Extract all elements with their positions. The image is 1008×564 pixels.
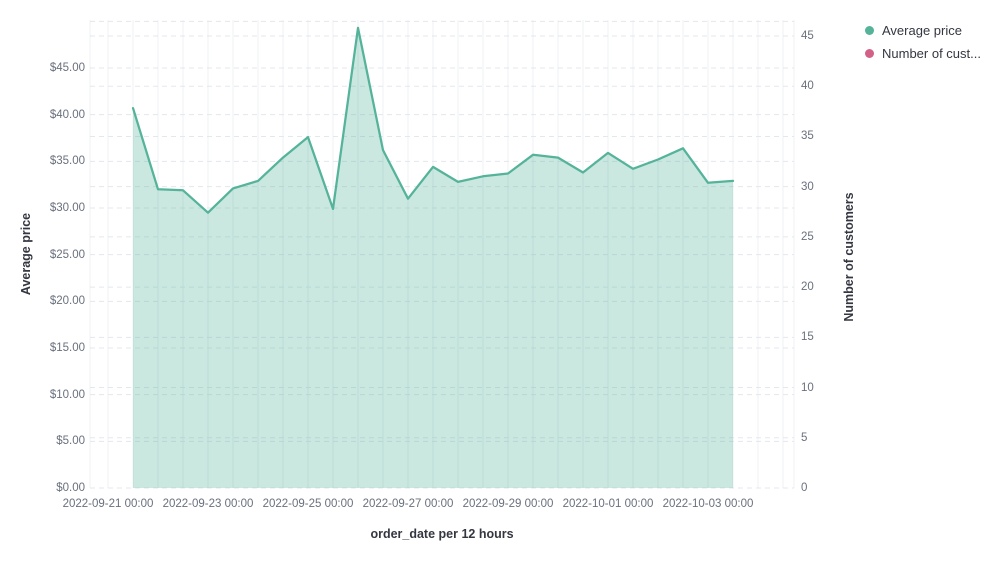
left-axis-tick-label: $15.00 (49, 342, 85, 354)
right-axis-tick-label: 5 (801, 431, 808, 444)
x-axis-tick-label: 2022-09-29 00:00 (462, 498, 554, 510)
right-axis-tick-label: 25 (801, 230, 814, 243)
right-axis-title: Number of customers (842, 192, 856, 322)
left-axis-tick-label: $30.00 (49, 202, 85, 214)
right-axis-tick-label: 20 (801, 281, 814, 294)
left-axis-tick-label: $45.00 (49, 62, 85, 74)
right-axis-tick-label: 15 (801, 331, 814, 344)
legend-label-number-of-customers: Number of cust... (882, 45, 981, 61)
legend-dot-number-of-customers (865, 48, 874, 58)
x-axis-tick-label: 2022-09-21 00:00 (62, 498, 154, 510)
left-axis-tick-label: $0.00 (56, 482, 85, 494)
right-axis-tick-label: 30 (801, 180, 814, 193)
left-axis-tick-label: $10.00 (49, 388, 85, 401)
x-axis-tick-label: 2022-10-03 00:00 (662, 498, 754, 510)
left-axis-tick-label: $40.00 (49, 108, 85, 121)
legend-label-average-price: Average price (882, 22, 962, 38)
x-axis-tick-label: 2022-09-23 00:00 (162, 498, 254, 510)
x-axis-title: order_date per 12 hours (370, 527, 514, 541)
x-axis-tick-label: 2022-09-25 00:00 (262, 498, 354, 510)
right-axis-tick-label: 45 (801, 30, 814, 42)
legend: Average price Number of cust... (858, 22, 1008, 61)
legend-dot-average-price (865, 25, 874, 35)
legend-item-number-of-customers[interactable]: Number of cust... (858, 45, 1008, 61)
x-axis-tick-label: 2022-09-27 00:00 (362, 498, 454, 510)
legend-item-average-price[interactable]: Average price (858, 22, 1008, 38)
right-axis-tick-label: 40 (801, 80, 814, 93)
x-axis-tick-label: 2022-10-01 00:00 (562, 498, 654, 510)
left-axis-tick-label: $20.00 (49, 295, 85, 308)
right-axis-tick-label: 35 (801, 130, 814, 143)
left-axis-tick-label: $35.00 (49, 155, 85, 168)
right-axis-tick-label: 0 (801, 482, 808, 494)
left-axis-title: Average price (19, 212, 33, 296)
left-axis-tick-label: $5.00 (56, 435, 85, 448)
right-axis-tick-label: 10 (801, 381, 814, 394)
left-axis-tick-label: $25.00 (49, 248, 85, 261)
